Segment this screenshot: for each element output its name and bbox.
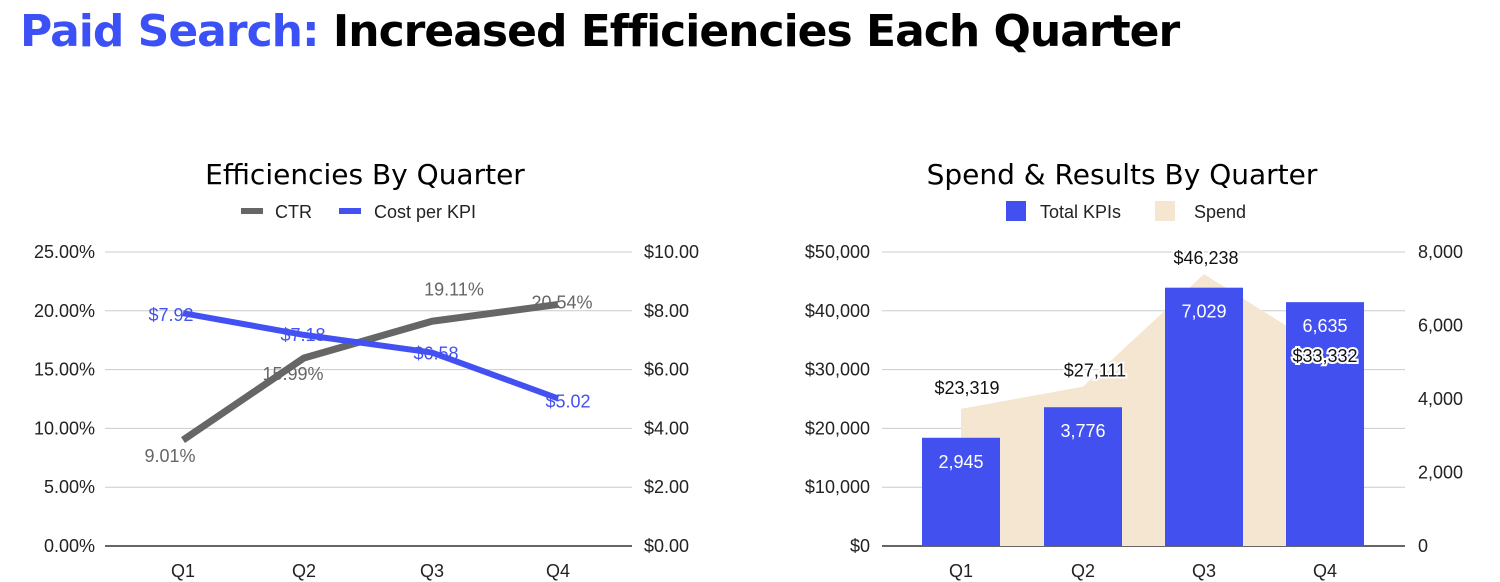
data-label-total-kpis-q2: 3,776 [1060,421,1105,441]
data-label-spend-q2: $27,111 [1064,361,1126,381]
legend-swatch-spend [1155,201,1175,221]
plot-series [181,300,560,443]
data-label-cost-per-kpi-q4: $5.02 [545,391,590,411]
data-label-ctr-q1: 9.01% [144,446,195,466]
y-tick-right: 2,000 [1418,463,1463,483]
legend-label-spend: Spend [1194,202,1246,222]
y-tick-right: 8,000 [1418,242,1463,262]
x-tick-q2: Q2 [292,561,316,581]
y-tick-left: $50,000 [805,242,870,262]
x-tick-q4: Q4 [1313,561,1337,581]
x-tick-q1: Q1 [949,561,973,581]
y-axis-left: $0 $10,000 $20,000 $30,000 $40,000 $50,000 [805,242,870,556]
y-tick-left: 10.00% [34,418,95,438]
x-tick-q2: Q2 [1071,561,1095,581]
x-tick-q3: Q3 [420,561,444,581]
legend-label-ctr: CTR [275,202,312,222]
y-tick-left: 5.00% [44,477,95,497]
data-label-ctr-q3: 19.11% [424,279,484,299]
spend-area [961,274,1325,546]
data-label-total-kpis-q1: 2,945 [938,452,983,472]
y-tick-right: 4,000 [1418,389,1463,409]
x-axis: Q1 Q2 Q3 Q4 [949,561,1337,581]
y-tick-right: $6.00 [644,360,689,380]
legend: Total KPIs Spend [1006,201,1246,222]
y-tick-left: 15.00% [34,360,95,380]
bar-total-kpis-q4 [1286,302,1364,546]
y-tick-right: $2.00 [644,477,689,497]
legend-swatch-cost-per-kpi [339,208,361,214]
x-tick-q1: Q1 [171,561,195,581]
legend-label-total-kpis: Total KPIs [1040,202,1121,222]
page-headline: Paid Search: Increased Efficiencies Each… [20,6,1180,57]
series-line-cost-per-kpi [182,310,560,402]
chart-title: Spend & Results By Quarter [927,158,1318,191]
data-labels: 9.01% 15.99% 19.11% 20.54% $7.92 $7.18 $6.58 $5… [144,279,592,466]
y-tick-right: $0.00 [644,536,689,556]
y-tick-left: $0 [850,536,870,556]
headline-rest: Increased Efficiencies Each Quarter [318,6,1180,57]
y-tick-right: $10.00 [644,242,699,262]
data-label-ctr-q2: 15.99% [262,364,323,384]
kpi-bars [922,287,1364,546]
y-axis-right: $0.00 $2.00 $4.00 $6.00 $8.00 $10.00 [644,242,699,556]
legend-swatch-total-kpis [1006,201,1026,221]
data-label-ctr-q4: 20.54% [531,292,592,312]
y-tick-left: 25.00% [34,242,95,262]
data-label-spend-q4: $33,332 [1292,346,1357,366]
y-tick-right: 0 [1418,536,1428,556]
series-area-spend [961,274,1325,546]
y-axis-right: 0 2,000 4,000 6,000 8,000 [1418,242,1463,556]
y-tick-left: $40,000 [805,301,870,321]
data-label-cost-per-kpi-q1: $7.92 [148,305,193,325]
data-label-cost-per-kpi-q2: $7.18 [280,325,325,345]
headline-accent: Paid Search: [20,6,320,57]
data-label-spend-q1: $23,319 [934,378,999,398]
y-axis-left: 0.00% 5.00% 10.00% 15.00% 20.00% 25.00% [34,242,95,556]
legend-label-cost-per-kpi: Cost per KPI [374,202,476,222]
y-tick-right: $8.00 [644,301,689,321]
y-tick-left: $10,000 [805,477,870,497]
legend-swatch-ctr [241,208,263,214]
data-label-total-kpis-q3: 7,029 [1181,302,1226,322]
efficiencies-chart: Efficiencies By Quarter CTR Cost per KPI… [34,158,699,581]
x-tick-q4: Q4 [546,561,570,581]
bar-total-kpis-q1 [922,437,1000,546]
y-tick-right: 6,000 [1418,316,1463,336]
bar-total-kpis-q2 [1044,407,1122,546]
y-tick-left: $30,000 [805,360,870,380]
y-tick-left: 20.00% [34,301,95,321]
legend: CTR Cost per KPI [241,202,476,222]
bar-total-kpis-q3 [1165,287,1243,546]
y-tick-left: $20,000 [805,418,870,438]
chart-title: Efficiencies By Quarter [205,158,525,191]
gridlines [105,251,632,547]
series-line-ctr [181,300,559,443]
x-tick-q3: Q3 [1192,561,1216,581]
data-labels: 2,945 3,776 7,029 6,635 $23,319 $27,111 $46,23… [932,246,1359,472]
y-tick-right: $4.00 [644,418,689,438]
y-tick-left: 0.00% [44,536,95,556]
data-label-total-kpis-q4: 6,635 [1302,316,1347,336]
data-label-cost-per-kpi-q3: $6.58 [413,344,458,364]
data-label-spend-q3: $46,238 [1173,248,1238,268]
x-axis: Q1 Q2 Q3 Q4 [171,561,570,581]
